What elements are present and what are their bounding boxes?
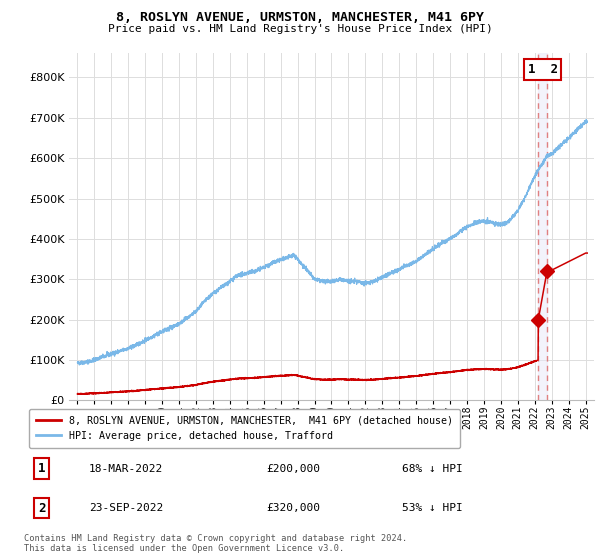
Text: Contains HM Land Registry data © Crown copyright and database right 2024.
This d: Contains HM Land Registry data © Crown c… [24,534,407,553]
Text: 23-SEP-2022: 23-SEP-2022 [89,503,163,513]
Text: 8, ROSLYN AVENUE, URMSTON, MANCHESTER, M41 6PY: 8, ROSLYN AVENUE, URMSTON, MANCHESTER, M… [116,11,484,24]
Text: 1  2: 1 2 [527,63,557,76]
Text: 1: 1 [38,462,46,475]
Text: 2: 2 [38,502,46,515]
Text: 18-MAR-2022: 18-MAR-2022 [89,464,163,474]
Text: £200,000: £200,000 [266,464,320,474]
Bar [538,53,547,400]
Text: £320,000: £320,000 [266,503,320,513]
Text: Price paid vs. HM Land Registry's House Price Index (HPI): Price paid vs. HM Land Registry's House … [107,24,493,34]
Text: 53% ↓ HPI: 53% ↓ HPI [402,503,463,513]
Text: 68% ↓ HPI: 68% ↓ HPI [402,464,463,474]
Legend: 8, ROSLYN AVENUE, URMSTON, MANCHESTER,  M41 6PY (detached house), HPI: Average p: 8, ROSLYN AVENUE, URMSTON, MANCHESTER, M… [29,409,460,448]
